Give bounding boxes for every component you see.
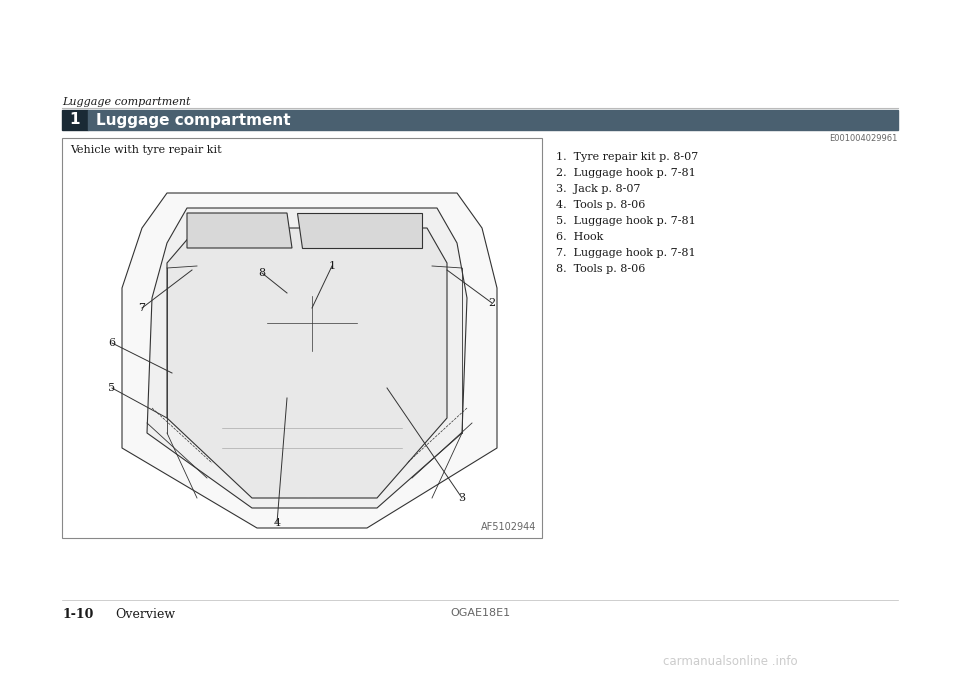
Text: 3: 3 xyxy=(459,493,466,503)
Text: Overview: Overview xyxy=(115,608,175,621)
Text: carmanualsonline .info: carmanualsonline .info xyxy=(662,655,798,668)
Text: ---: --- xyxy=(305,494,313,500)
Text: 4: 4 xyxy=(274,518,280,528)
Ellipse shape xyxy=(246,217,268,235)
Polygon shape xyxy=(297,213,422,248)
Text: 1: 1 xyxy=(328,261,336,271)
Ellipse shape xyxy=(306,217,328,235)
Ellipse shape xyxy=(401,217,423,235)
Bar xyxy=(217,288,402,418)
Text: 8.  Tools p. 8-06: 8. Tools p. 8-06 xyxy=(556,264,645,274)
Text: 2: 2 xyxy=(489,298,495,308)
Text: Luggage compartment: Luggage compartment xyxy=(62,97,190,107)
Text: OGAE18E1: OGAE18E1 xyxy=(450,608,510,618)
Bar xyxy=(161,412,173,424)
Ellipse shape xyxy=(242,454,252,462)
Bar xyxy=(456,367,468,379)
Text: 5.  Luggage hook p. 7-81: 5. Luggage hook p. 7-81 xyxy=(556,216,696,226)
Polygon shape xyxy=(122,193,497,528)
Text: 4.  Tools p. 8-06: 4. Tools p. 8-06 xyxy=(556,200,645,210)
Text: AF5102944: AF5102944 xyxy=(481,522,536,532)
Bar xyxy=(62,110,88,130)
Text: Luggage compartment: Luggage compartment xyxy=(96,113,291,128)
Text: 7: 7 xyxy=(138,303,146,313)
Bar xyxy=(456,412,468,424)
Ellipse shape xyxy=(367,454,377,462)
Ellipse shape xyxy=(201,217,223,235)
Polygon shape xyxy=(187,213,292,248)
Text: 3.  Jack p. 8-07: 3. Jack p. 8-07 xyxy=(556,184,640,194)
Bar xyxy=(88,110,898,130)
Bar xyxy=(161,367,173,379)
Text: 6.  Hook: 6. Hook xyxy=(556,232,604,242)
Text: 5: 5 xyxy=(108,383,115,393)
Text: 6: 6 xyxy=(108,338,115,348)
Text: 1: 1 xyxy=(70,113,81,128)
Polygon shape xyxy=(147,208,467,508)
Text: 2.  Luggage hook p. 7-81: 2. Luggage hook p. 7-81 xyxy=(556,168,696,178)
Ellipse shape xyxy=(356,217,378,235)
Bar xyxy=(197,248,427,266)
Bar xyxy=(257,488,362,508)
Bar xyxy=(285,490,333,504)
Text: 7.  Luggage hook p. 7-81: 7. Luggage hook p. 7-81 xyxy=(556,248,696,258)
Text: 8: 8 xyxy=(258,268,266,278)
Text: Vehicle with tyre repair kit: Vehicle with tyre repair kit xyxy=(70,145,222,155)
Text: 1.  Tyre repair kit p. 8-07: 1. Tyre repair kit p. 8-07 xyxy=(556,152,698,162)
Bar xyxy=(267,296,357,351)
Bar xyxy=(267,356,357,401)
Text: E001004029961: E001004029961 xyxy=(829,134,898,143)
Polygon shape xyxy=(167,228,447,498)
Text: 1-10: 1-10 xyxy=(62,608,93,621)
Bar xyxy=(62,138,542,538)
